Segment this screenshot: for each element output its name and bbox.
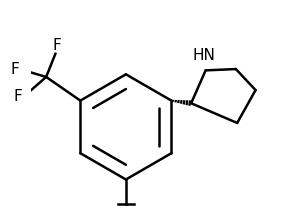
Text: F: F bbox=[52, 38, 61, 53]
Text: F: F bbox=[10, 62, 19, 77]
Text: HN: HN bbox=[193, 48, 216, 63]
Text: F: F bbox=[14, 89, 22, 104]
